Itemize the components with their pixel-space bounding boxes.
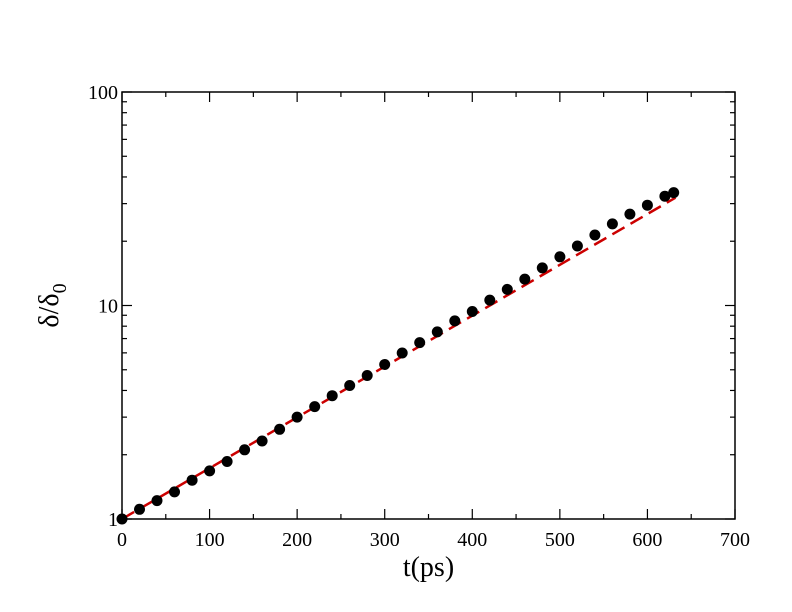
- data-point: [221, 456, 233, 467]
- data-point: [396, 347, 408, 359]
- data-point: [379, 359, 391, 370]
- data-point: [449, 315, 461, 327]
- data-point: [554, 251, 566, 263]
- plot-frame: [121, 91, 736, 520]
- data-point: [326, 390, 338, 402]
- data-point: [536, 262, 548, 274]
- data-point: [151, 495, 163, 507]
- data-point: [274, 423, 286, 435]
- data-point: [668, 187, 680, 199]
- x-tick-label: 500: [545, 529, 575, 551]
- data-point: [414, 337, 426, 349]
- data-point: [169, 486, 180, 498]
- y-axis-label-main: δ/δ: [34, 293, 65, 327]
- x-tick-label: 700: [720, 529, 750, 551]
- data-point: [484, 294, 496, 306]
- data-point: [239, 444, 251, 456]
- x-tick-label: 400: [457, 529, 487, 551]
- data-point: [431, 326, 443, 338]
- y-axis-label: δ/δ0: [34, 283, 71, 327]
- y-tick-label: 1: [108, 509, 118, 531]
- data-point: [309, 401, 321, 413]
- data-point: [344, 380, 356, 391]
- x-tick-label: 200: [282, 529, 312, 551]
- data-point: [466, 306, 478, 317]
- y-tick-label: 100: [88, 82, 118, 104]
- data-point: [519, 273, 531, 285]
- data-points-layer: [116, 187, 680, 525]
- x-tick-label: 0: [117, 529, 127, 551]
- data-point: [361, 370, 373, 381]
- x-tick-label: 100: [195, 529, 225, 551]
- data-point: [624, 208, 636, 220]
- data-point: [186, 474, 198, 486]
- data-point: [571, 240, 583, 252]
- data-point: [291, 411, 303, 423]
- data-point: [256, 435, 268, 447]
- data-point: [501, 283, 513, 295]
- tick-layer: 0 100 200 300 400 500 600 700 1 10 100: [88, 82, 750, 551]
- data-point: [641, 199, 653, 211]
- x-tick-label: 600: [632, 529, 662, 551]
- x-axis-label: t(ps): [403, 552, 454, 583]
- data-point: [589, 229, 601, 241]
- data-point: [606, 218, 618, 230]
- data-point: [134, 503, 145, 515]
- x-tick-label: 300: [370, 529, 400, 551]
- fit-line: [121, 196, 677, 521]
- y-tick-label: 10: [98, 296, 118, 318]
- data-point: [204, 465, 216, 477]
- fit-line-layer: [121, 196, 677, 521]
- data-point: [659, 190, 671, 202]
- y-axis-label-subscript: 0: [49, 283, 71, 293]
